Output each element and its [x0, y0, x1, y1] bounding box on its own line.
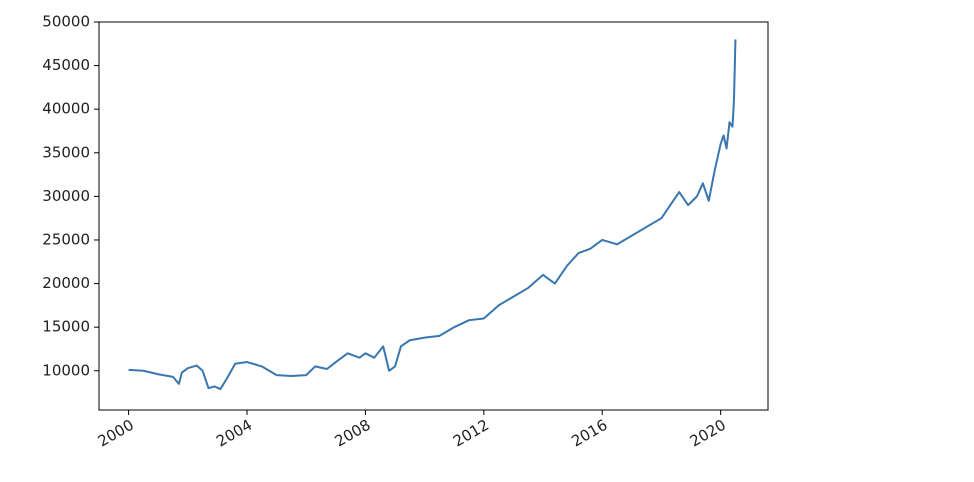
y-tick-label: 10000	[42, 361, 90, 379]
y-tick-label: 20000	[42, 274, 90, 292]
x-tick-label: 2020	[687, 416, 729, 451]
x-tick-label: 2004	[213, 416, 255, 451]
y-tick-label: 25000	[42, 230, 90, 248]
x-tick-label: 2012	[450, 416, 492, 451]
y-tick-label: 50000	[42, 13, 90, 31]
x-tick-label: 2000	[95, 416, 137, 451]
x-tick-label: 2008	[332, 416, 374, 451]
y-tick-label: 15000	[42, 318, 90, 336]
y-tick-label: 45000	[42, 56, 90, 74]
axes-frame	[98, 21, 769, 411]
y-tick-label: 35000	[42, 143, 90, 161]
y-tick-label: 30000	[42, 187, 90, 205]
line-series	[128, 39, 737, 391]
x-tick-label: 2016	[568, 416, 610, 451]
y-tick-label: 40000	[42, 100, 90, 118]
